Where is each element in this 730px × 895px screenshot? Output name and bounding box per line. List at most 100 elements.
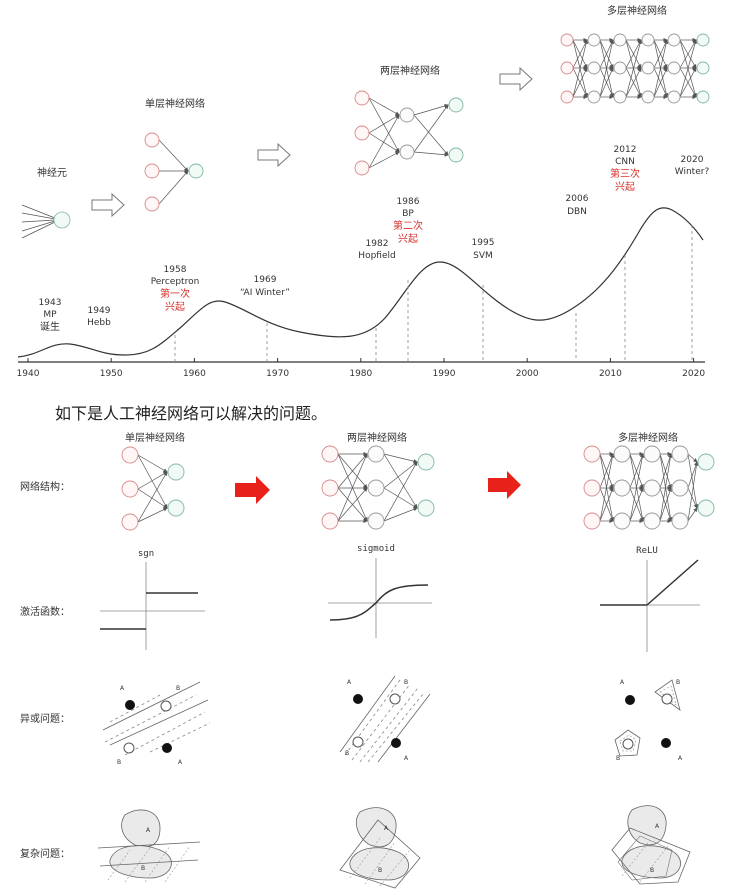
point-label: B (378, 867, 382, 874)
stage-multi-title: 多层神经网络 (607, 4, 667, 17)
network-node (697, 453, 715, 471)
connection-edge (572, 39, 589, 98)
event-year: 2006 (566, 194, 589, 204)
event-1943: 1943 MP 诞生 (39, 298, 62, 333)
two-layer-network-icon (321, 445, 435, 530)
event-red-label: 第二次 (393, 219, 423, 232)
point-label: B (141, 865, 145, 872)
stage-single-title: 单层神经网络 (145, 97, 205, 110)
connection-edge (368, 114, 400, 169)
red-arrow-icon (235, 471, 521, 504)
network-node (417, 453, 435, 471)
event-year: 1949 (88, 306, 111, 316)
network-node (560, 90, 574, 104)
connection-edge (599, 453, 614, 489)
connection-edge (383, 461, 418, 522)
network-node (167, 499, 185, 517)
point-label: B (345, 750, 349, 757)
connection-edge (413, 151, 449, 157)
connection-edge (599, 67, 614, 98)
multi-layer-network-icon (583, 445, 715, 530)
connection-edge (383, 453, 418, 464)
network-node (696, 33, 710, 47)
network-node (321, 479, 339, 497)
connection-edge (383, 453, 418, 509)
neuron-icon (21, 204, 71, 239)
connection-edge (653, 39, 668, 69)
connection-edge (599, 487, 614, 522)
event-red-label: 兴起 (615, 181, 635, 193)
network-node (613, 33, 627, 47)
point-label: B (404, 679, 408, 686)
point-label: B (117, 759, 121, 766)
xor-multi-plot: A B B A (614, 679, 683, 762)
network-node (354, 125, 370, 141)
connection-edge (137, 454, 168, 509)
connection-edge (679, 39, 697, 69)
connection-edge (687, 487, 698, 509)
tick-label: 2020 (682, 369, 705, 379)
network-node (321, 445, 339, 463)
connection-edge (687, 461, 698, 489)
network-node (121, 513, 139, 531)
network-node (121, 446, 139, 464)
multi-layer-network-icon (560, 33, 710, 104)
event-label: SVM (473, 251, 493, 261)
event-label: Hebb (87, 318, 111, 328)
connection-edge (137, 454, 168, 473)
activation-name: sigmoid (357, 544, 395, 554)
event-1969: 1969 “AI Winter” (240, 275, 290, 298)
network-node (613, 61, 627, 75)
network-node (560, 33, 574, 47)
connection-edge (687, 507, 698, 522)
network-node (583, 512, 601, 530)
network-node (643, 512, 661, 530)
connection-edge (659, 453, 672, 489)
row-label-activation: 激活函数： (20, 605, 70, 618)
event-year: 1958 (164, 265, 187, 275)
event-2006: 2006 DBN (566, 194, 589, 217)
connection-edge (629, 487, 644, 522)
connection-edge (687, 461, 699, 522)
network-node (121, 480, 139, 498)
network-node (448, 97, 464, 113)
network-node (399, 107, 415, 123)
connection-edge (572, 39, 588, 69)
connection-edge (687, 453, 698, 463)
connection-edge (383, 507, 418, 522)
point-label: A (655, 823, 660, 830)
network-node (144, 163, 160, 179)
point-label: B (676, 679, 680, 686)
network-node (667, 61, 681, 75)
network-node (583, 479, 601, 497)
complex-multi-plot: A B (611, 805, 691, 885)
tick-label: 1940 (17, 369, 40, 379)
network-node (417, 499, 435, 517)
event-1949: 1949 Hebb (87, 306, 111, 328)
network-node (354, 90, 370, 106)
network-node (671, 445, 689, 463)
timeline-ticks: 1940 1950 1960 1970 1980 1990 2000 2010 2020 (17, 358, 705, 379)
connection-edge (137, 507, 168, 523)
event-label: Perceptron (151, 277, 200, 287)
two-layer-network-icon (354, 90, 464, 176)
network-node (583, 445, 601, 463)
connection-edge (679, 39, 698, 98)
network-node (587, 33, 601, 47)
network-node (613, 479, 631, 497)
point-label: A (404, 755, 409, 762)
connection-edge (653, 39, 669, 98)
tick-label: 1960 (183, 369, 206, 379)
connection-edge (158, 170, 189, 205)
network-node (697, 499, 715, 517)
network-node (144, 196, 160, 212)
point-label: A (384, 825, 389, 832)
connection-edge (413, 114, 449, 156)
connection-edge (659, 487, 672, 522)
event-year: 2012 (614, 145, 637, 155)
network-node (448, 147, 464, 163)
hollow-arrow-icon (91, 66, 533, 218)
event-1982: 1982 Hopfield (358, 239, 395, 261)
event-2020: 2020 Winter? (675, 155, 710, 177)
connection-edge (625, 67, 642, 98)
